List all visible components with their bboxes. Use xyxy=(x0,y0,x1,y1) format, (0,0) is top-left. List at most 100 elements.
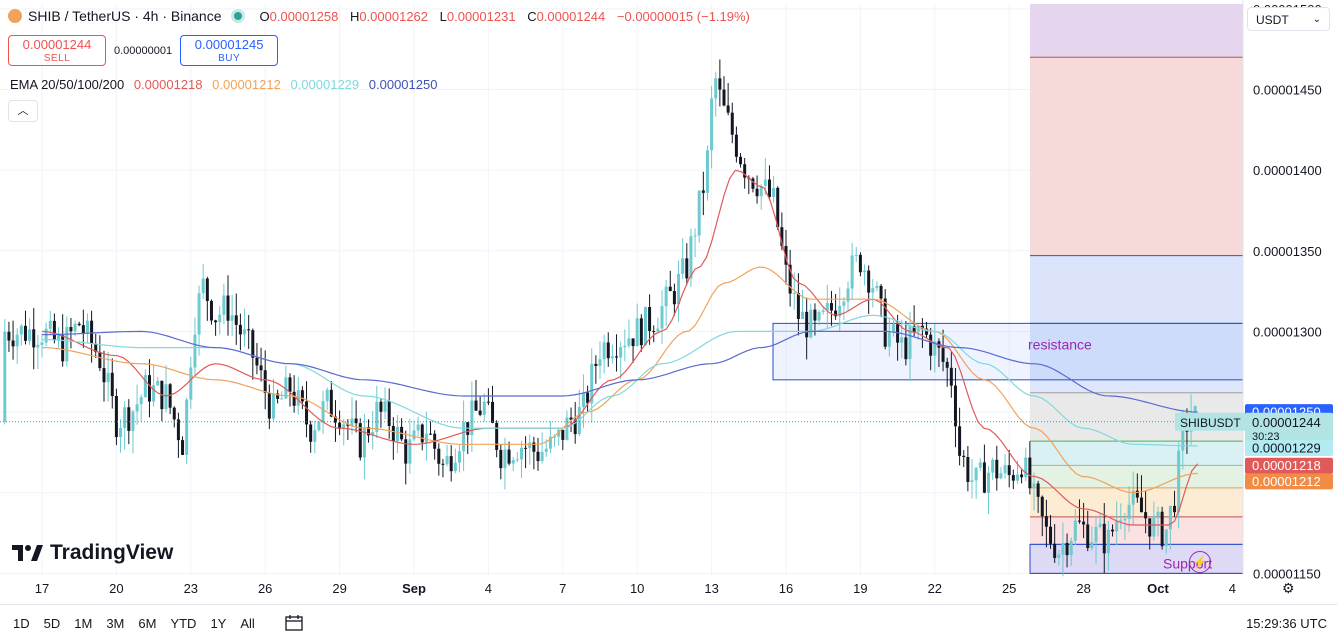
fib-zone xyxy=(1030,323,1243,393)
ema50-value: 0.00001212 xyxy=(212,77,281,92)
candle-body xyxy=(437,448,441,464)
chevron-up-icon: ︿ xyxy=(17,105,29,117)
range-button-ytd[interactable]: YTD xyxy=(170,616,197,631)
range-button-5d[interactable]: 5D xyxy=(43,616,61,631)
candle-body xyxy=(354,418,358,424)
candle-body xyxy=(28,329,32,341)
candle-body xyxy=(255,357,259,366)
candle-body xyxy=(1086,524,1090,549)
ema-legend[interactable]: EMA 20/50/100/200 0.00001218 0.00001212 … xyxy=(10,77,443,92)
symbol-title[interactable]: SHIB / TetherUS · 4h · Binance xyxy=(28,8,222,24)
candle-body xyxy=(495,422,499,450)
candle-body xyxy=(532,442,536,452)
candle-body xyxy=(371,431,375,436)
tradingview-logo[interactable]: TradingView xyxy=(12,541,173,565)
candle-body xyxy=(1011,475,1015,481)
candle-body xyxy=(57,335,61,340)
candle-body xyxy=(772,187,776,197)
ema50-line[interactable] xyxy=(41,266,1198,494)
candle-body xyxy=(958,426,962,456)
market-status-icon[interactable] xyxy=(233,12,242,20)
range-button-1y[interactable]: 1Y xyxy=(210,616,227,631)
candle-body xyxy=(796,292,800,319)
x-tick-label: 23 xyxy=(184,581,198,596)
candle-body xyxy=(176,419,180,441)
candle-body xyxy=(1156,511,1160,516)
candle-body xyxy=(858,254,862,273)
candle-body xyxy=(457,451,461,463)
candle-body xyxy=(404,439,408,464)
range-button-6m[interactable]: 6M xyxy=(138,616,157,631)
candle-body xyxy=(697,190,701,236)
candle-body xyxy=(941,347,945,362)
x-tick-label: 26 xyxy=(258,581,272,596)
lightning-icon[interactable]: ⚡ xyxy=(1189,551,1211,573)
range-buttons: 1D 5D 1M 3M 6M YTD 1Y All xyxy=(8,613,260,634)
candle-body xyxy=(945,361,949,368)
candle-body xyxy=(664,286,668,307)
candle-body xyxy=(470,400,474,435)
candle-body xyxy=(152,385,156,402)
range-button-1d[interactable]: 1D xyxy=(13,616,30,631)
candle-body xyxy=(1139,497,1143,513)
candle-body xyxy=(32,329,36,348)
candle-body xyxy=(230,315,234,321)
candle-body xyxy=(854,254,858,256)
ema20-line[interactable] xyxy=(41,169,1199,526)
candle-body xyxy=(383,401,387,412)
candle-body xyxy=(978,462,982,468)
candle-body xyxy=(1094,526,1098,543)
candle-body xyxy=(615,356,619,358)
candle-body xyxy=(1020,474,1024,478)
candle-body xyxy=(1053,543,1057,558)
candle-body xyxy=(1015,474,1019,481)
candle-body xyxy=(912,326,916,332)
candle-body xyxy=(189,367,193,400)
resistance-zone[interactable] xyxy=(772,322,1244,381)
x-tick-label: 19 xyxy=(853,581,867,596)
candle-body xyxy=(321,401,325,422)
candle-body xyxy=(416,424,420,431)
candle-body xyxy=(594,363,598,366)
candle-body xyxy=(441,463,445,465)
range-button-3m[interactable]: 3M xyxy=(106,616,125,631)
candle-body xyxy=(23,325,27,341)
candle-body xyxy=(143,375,147,398)
currency-select[interactable]: USDT ⌄ xyxy=(1247,7,1330,31)
candle-body xyxy=(251,330,255,358)
clock-display[interactable]: 15:29:36 UTC xyxy=(1246,616,1327,631)
candle-body xyxy=(172,407,176,420)
range-button-all[interactable]: All xyxy=(240,616,255,631)
candle-body xyxy=(15,334,19,347)
x-tick-label: 4 xyxy=(485,581,492,596)
candle-body xyxy=(362,427,366,458)
candle-body xyxy=(445,456,449,465)
x-tick-label: 4 xyxy=(1229,581,1236,596)
candle-body xyxy=(284,377,288,399)
sell-button[interactable]: 0.00001244 SELL xyxy=(8,35,106,66)
candle-body xyxy=(842,301,846,306)
collapse-legend-button[interactable]: ︿ xyxy=(8,100,38,122)
candle-body xyxy=(205,278,209,301)
candle-body xyxy=(619,347,623,358)
candle-body xyxy=(834,310,838,317)
candle-body xyxy=(94,343,98,353)
candle-body xyxy=(966,457,970,482)
candle-body xyxy=(342,424,346,429)
range-button-1m[interactable]: 1M xyxy=(74,616,93,631)
candle-body xyxy=(759,185,763,197)
candle-body xyxy=(743,164,747,178)
buy-button[interactable]: 0.00001245 BUY xyxy=(180,35,279,66)
gear-icon[interactable]: ⚙ xyxy=(1282,580,1295,596)
candle-body xyxy=(164,384,168,410)
resistance-label: resistance xyxy=(1028,336,1092,352)
candle-body xyxy=(606,342,610,359)
candle-body xyxy=(635,318,639,347)
candle-body xyxy=(1028,457,1032,489)
candle-body xyxy=(962,455,966,458)
tradingview-logo-icon xyxy=(12,545,43,561)
ema200-line[interactable] xyxy=(41,330,1198,413)
calendar-icon[interactable] xyxy=(284,614,304,632)
price-change: −0.00000015 (−1.19%) xyxy=(616,8,750,24)
